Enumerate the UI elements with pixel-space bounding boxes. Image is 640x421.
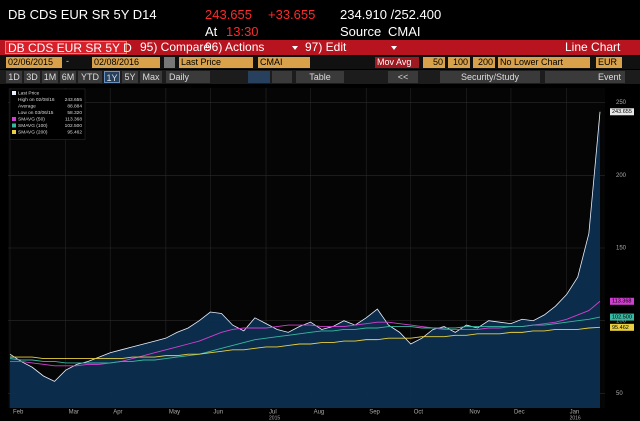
legend-swatch: [12, 130, 16, 134]
period[interactable]: 200: [473, 57, 495, 68]
source-label: Source: [340, 24, 382, 39]
edit-menu[interactable]: 97) Edit: [305, 40, 347, 54]
event-button[interactable]: Event: [545, 71, 625, 83]
mov-avg-label: Mov Avg: [375, 57, 419, 68]
legend-value: 95.462: [67, 129, 82, 135]
menu-bar: DB CDS EUR SR 5Y D 95) Compare 96) Actio…: [0, 40, 640, 55]
x-tick-label: Mar: [69, 410, 79, 416]
range-button[interactable]: YTD: [78, 71, 102, 83]
lower-chart[interactable]: No Lower Chart: [498, 57, 590, 68]
range: 234.910 /252.400: [340, 7, 442, 22]
range-button[interactable]: 3D: [24, 71, 40, 83]
time-label: At: [205, 24, 218, 39]
legend-value: 88.884: [67, 103, 82, 109]
draw-tool[interactable]: [272, 71, 292, 83]
x-tick-label: Feb: [13, 410, 24, 416]
x-tick-label: Sep: [369, 410, 380, 416]
x-tick-label: Oct: [414, 410, 424, 416]
x-tick-label: Jun: [213, 410, 223, 416]
y-tick-label: 150: [616, 246, 627, 252]
chart: Feb Mar Apr May Jun Jul Aug Sep Oct Nov Dec Jan 2015…: [8, 88, 634, 421]
legend-swatch: [12, 91, 16, 95]
year-label: 2016: [570, 415, 581, 421]
security-field[interactable]: DB CDS EUR SR 5Y D: [5, 41, 132, 55]
range-button[interactable]: 5Y: [122, 71, 138, 83]
legend-swatch: [12, 123, 16, 128]
range-button[interactable]: Max: [140, 71, 162, 83]
legend-value: 243.655: [65, 97, 83, 103]
time: 13:30: [226, 24, 259, 39]
last-value-box: [610, 108, 634, 116]
legend-label: SMAVG (50): [18, 116, 45, 122]
actions-menu[interactable]: 96) Actions: [205, 40, 265, 54]
last-price: 243.655: [205, 7, 252, 22]
x-tick-label: Nov: [469, 410, 480, 416]
date-separator: -: [66, 56, 69, 66]
area: [10, 111, 600, 409]
legend-value: 102.500: [65, 123, 83, 129]
legend-label: SMAVG (200): [18, 129, 48, 135]
range-button[interactable]: 6M: [60, 71, 76, 83]
last-value-label: 95.462: [612, 325, 629, 331]
last-value-label: 113.368: [612, 299, 631, 305]
legend-label: Last Price: [18, 90, 40, 96]
last-value-box: [610, 297, 634, 305]
x-tick-label: Dec: [514, 410, 525, 416]
source: CMAI: [388, 24, 421, 39]
legend-swatch: [12, 117, 16, 121]
field-select[interactable]: Last Price: [179, 57, 253, 68]
chart-type[interactable]: Line Chart: [565, 40, 621, 54]
range-button[interactable]: 1M: [42, 71, 58, 83]
y-tick-label: 200: [616, 173, 627, 179]
x-tick-label: Jul: [269, 410, 277, 416]
last-value-label: 243.655: [612, 109, 632, 115]
y-tick-label: 50: [616, 391, 623, 397]
start-date[interactable]: 02/06/2015: [6, 57, 62, 68]
legend-value: 113.368: [65, 116, 82, 122]
year-label: 2015: [269, 415, 280, 421]
period[interactable]: 100: [448, 57, 470, 68]
last-value-box: [610, 323, 634, 331]
y-tick-label: 100: [616, 318, 627, 324]
draw-tool[interactable]: [248, 71, 270, 83]
source-field[interactable]: CMAI: [258, 57, 310, 68]
controls: 02/06/2015 - 02/08/2016 Last Price CMAI …: [0, 56, 640, 69]
series-line: [9, 111, 601, 382]
back-button[interactable]: <<: [388, 71, 418, 83]
compare-menu[interactable]: 95) Compare: [140, 40, 211, 54]
x-tick-label: May: [169, 410, 180, 416]
legend-label: Low on 03/06/15: [18, 110, 54, 116]
frequency-select[interactable]: Daily: [166, 71, 210, 83]
series-line: [9, 316, 601, 364]
x-tick-label: Jan: [570, 410, 580, 416]
x-tick-label: Aug: [314, 410, 325, 416]
legend-label: High on 02/08/16: [18, 97, 55, 103]
change: +33.655: [268, 7, 316, 22]
study-button[interactable]: Security/Study: [440, 71, 540, 83]
toolbar: 1D 3D 1M 6M YTD 1Y 5Y Max Daily Table << Security/S…: [0, 70, 640, 84]
range-button[interactable]: 1D: [6, 71, 22, 83]
x-tick-label: Apr: [113, 410, 122, 416]
end-date[interactable]: 02/08/2016: [92, 57, 160, 68]
table-button[interactable]: Table: [296, 71, 344, 83]
y-tick-label: 250: [616, 100, 627, 106]
series-line: [10, 326, 601, 359]
legend-box: [9, 88, 86, 140]
currency[interactable]: EUR: [596, 57, 622, 68]
legend-label: Average: [18, 103, 36, 109]
range-button[interactable]: 1Y: [104, 71, 120, 83]
legend-label: SMAVG (100): [18, 123, 48, 129]
last-value-box: [610, 313, 634, 321]
period[interactable]: 50: [423, 57, 445, 68]
legend-value: 58.320: [67, 110, 82, 116]
ticker: DB CDS EUR SR 5Y D14: [8, 7, 157, 22]
last-value-label: 102.500: [612, 315, 632, 321]
